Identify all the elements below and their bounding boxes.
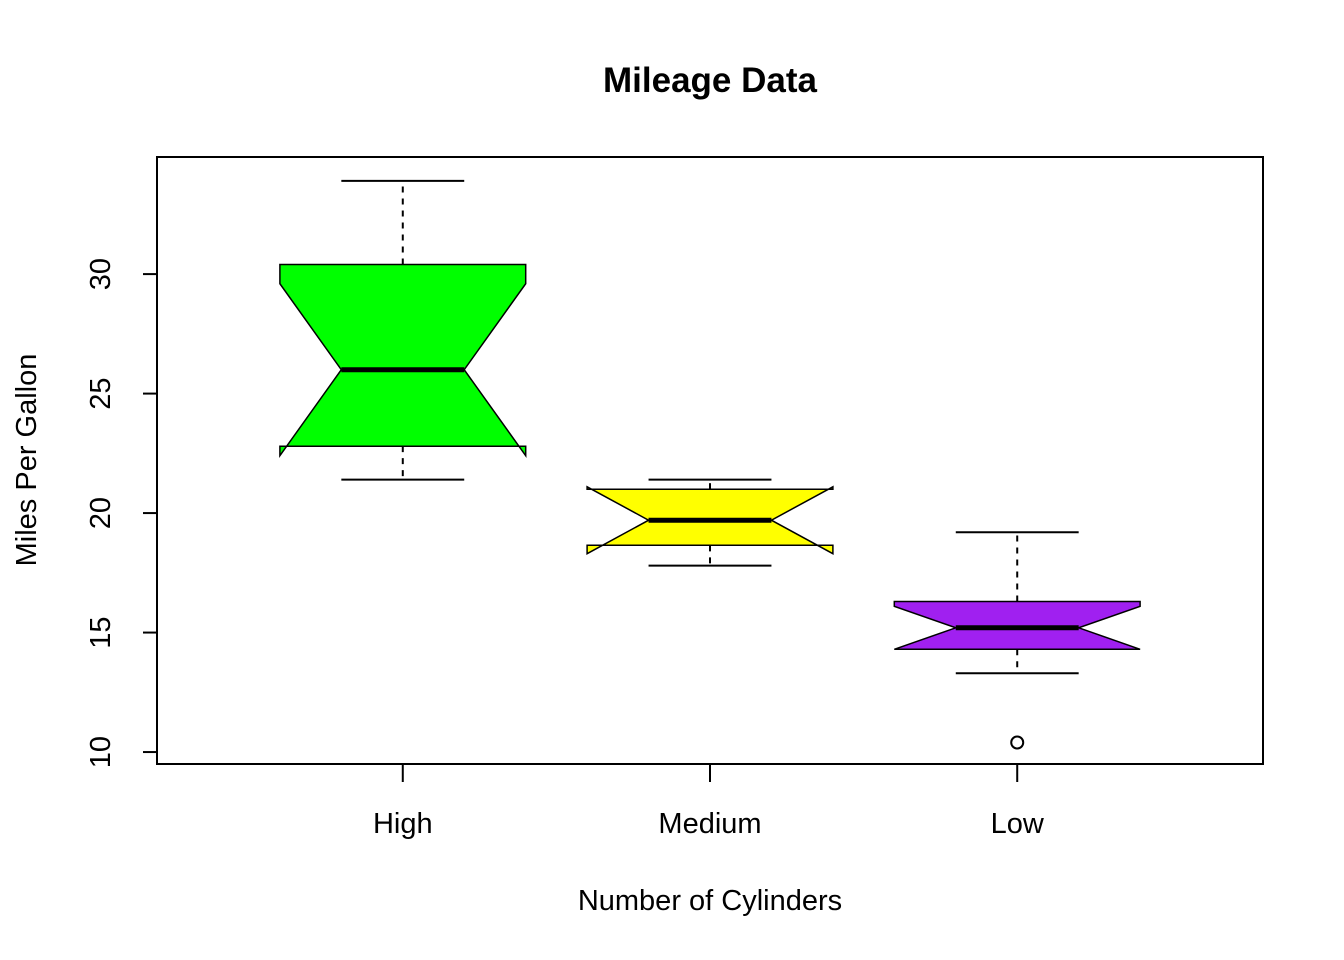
box-medium <box>586 478 834 567</box>
y-axis: 10 15 20 25 30 <box>85 258 158 768</box>
x-tick-label: Medium <box>658 808 761 840</box>
y-axis-label: Miles Per Gallon <box>11 354 43 567</box>
box-low <box>893 531 1141 750</box>
outlier-point <box>1010 735 1025 750</box>
x-tick-label: Low <box>991 808 1045 840</box>
y-tick-label: 20 <box>85 497 117 529</box>
notched-box <box>279 263 527 459</box>
y-tick-label: 30 <box>85 258 117 290</box>
y-tick-label: 25 <box>85 377 117 409</box>
plot-frame <box>156 156 1264 765</box>
x-tick-label: High <box>373 808 433 840</box>
chart-title: Mileage Data <box>603 61 817 100</box>
y-tick-label: 10 <box>85 736 117 768</box>
boxes-layer <box>279 179 1141 750</box>
y-tick-label: 15 <box>85 616 117 648</box>
x-axis: High Medium Low <box>373 764 1045 840</box>
x-axis-label: Number of Cylinders <box>578 885 842 917</box>
box-high <box>279 179 527 481</box>
